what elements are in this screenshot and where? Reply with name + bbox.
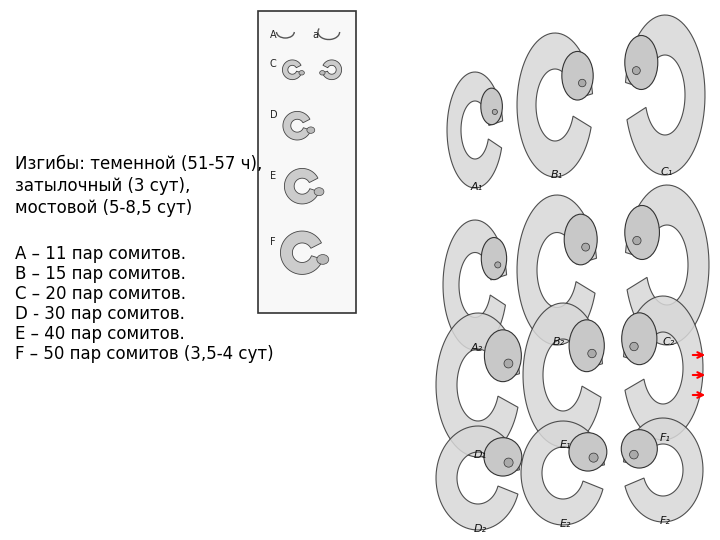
Text: B – 15 пар сомитов.: B – 15 пар сомитов. xyxy=(15,265,186,283)
Text: E – 40 пар сомитов.: E – 40 пар сомитов. xyxy=(15,325,185,343)
PathPatch shape xyxy=(624,296,703,440)
PathPatch shape xyxy=(284,168,319,204)
Ellipse shape xyxy=(481,88,503,125)
PathPatch shape xyxy=(624,418,703,522)
Text: F – 50 пар сомитов (3,5-4 сут): F – 50 пар сомитов (3,5-4 сут) xyxy=(15,345,274,363)
Circle shape xyxy=(504,458,513,467)
Circle shape xyxy=(633,237,641,245)
Text: F₂: F₂ xyxy=(660,516,670,526)
Text: A₁: A₁ xyxy=(471,182,483,192)
Text: C – 20 пар сомитов.: C – 20 пар сомитов. xyxy=(15,285,186,303)
Ellipse shape xyxy=(625,36,658,90)
PathPatch shape xyxy=(626,185,709,345)
Circle shape xyxy=(492,109,498,114)
Text: C₁: C₁ xyxy=(661,167,673,177)
Circle shape xyxy=(629,450,638,459)
Bar xyxy=(258,11,356,313)
Ellipse shape xyxy=(564,214,597,265)
Ellipse shape xyxy=(307,127,315,133)
Ellipse shape xyxy=(320,71,325,75)
Text: F₁: F₁ xyxy=(660,433,670,443)
Text: затылочный (3 сут),: затылочный (3 сут), xyxy=(15,177,190,195)
Circle shape xyxy=(582,243,590,251)
PathPatch shape xyxy=(626,15,705,175)
PathPatch shape xyxy=(281,231,323,274)
Text: D - 30 пар сомитов.: D - 30 пар сомитов. xyxy=(15,305,185,323)
Circle shape xyxy=(588,349,596,357)
Ellipse shape xyxy=(299,71,305,75)
Text: A: A xyxy=(269,30,276,40)
Ellipse shape xyxy=(481,238,507,280)
Text: F: F xyxy=(269,237,275,247)
Ellipse shape xyxy=(621,313,657,364)
Ellipse shape xyxy=(314,188,324,195)
Text: C: C xyxy=(269,59,276,69)
Ellipse shape xyxy=(317,254,329,264)
Circle shape xyxy=(504,359,513,368)
Text: A – 11 пар сомитов.: A – 11 пар сомитов. xyxy=(15,245,186,263)
Ellipse shape xyxy=(569,433,607,471)
Ellipse shape xyxy=(562,51,593,100)
Text: E: E xyxy=(269,171,276,181)
Ellipse shape xyxy=(625,206,660,260)
Text: E₂: E₂ xyxy=(559,519,571,529)
PathPatch shape xyxy=(523,303,603,447)
Text: E₁: E₁ xyxy=(559,440,571,450)
Text: D₁: D₁ xyxy=(474,450,487,460)
Text: A₂: A₂ xyxy=(471,343,483,353)
PathPatch shape xyxy=(323,60,341,79)
PathPatch shape xyxy=(517,33,593,177)
PathPatch shape xyxy=(436,313,520,457)
Text: a: a xyxy=(312,30,318,40)
Circle shape xyxy=(632,66,640,75)
PathPatch shape xyxy=(447,72,503,188)
Circle shape xyxy=(630,342,638,351)
Text: B₁: B₁ xyxy=(551,170,563,180)
PathPatch shape xyxy=(282,60,302,79)
Circle shape xyxy=(578,79,586,87)
Text: D: D xyxy=(269,110,277,120)
Text: C₂: C₂ xyxy=(663,337,675,347)
Text: мостовой (5-8,5 сут): мостовой (5-8,5 сут) xyxy=(15,199,192,217)
PathPatch shape xyxy=(436,426,520,530)
Text: Изгибы: теменной (51-57 ч),: Изгибы: теменной (51-57 ч), xyxy=(15,155,262,173)
Ellipse shape xyxy=(484,438,522,476)
PathPatch shape xyxy=(521,421,605,525)
PathPatch shape xyxy=(443,220,507,350)
Ellipse shape xyxy=(621,430,657,468)
Ellipse shape xyxy=(485,330,521,382)
Text: D₂: D₂ xyxy=(474,524,487,534)
PathPatch shape xyxy=(283,111,311,140)
Circle shape xyxy=(495,262,501,268)
Ellipse shape xyxy=(569,320,604,372)
Circle shape xyxy=(589,453,598,462)
Text: B₂: B₂ xyxy=(553,337,565,347)
PathPatch shape xyxy=(517,195,596,345)
